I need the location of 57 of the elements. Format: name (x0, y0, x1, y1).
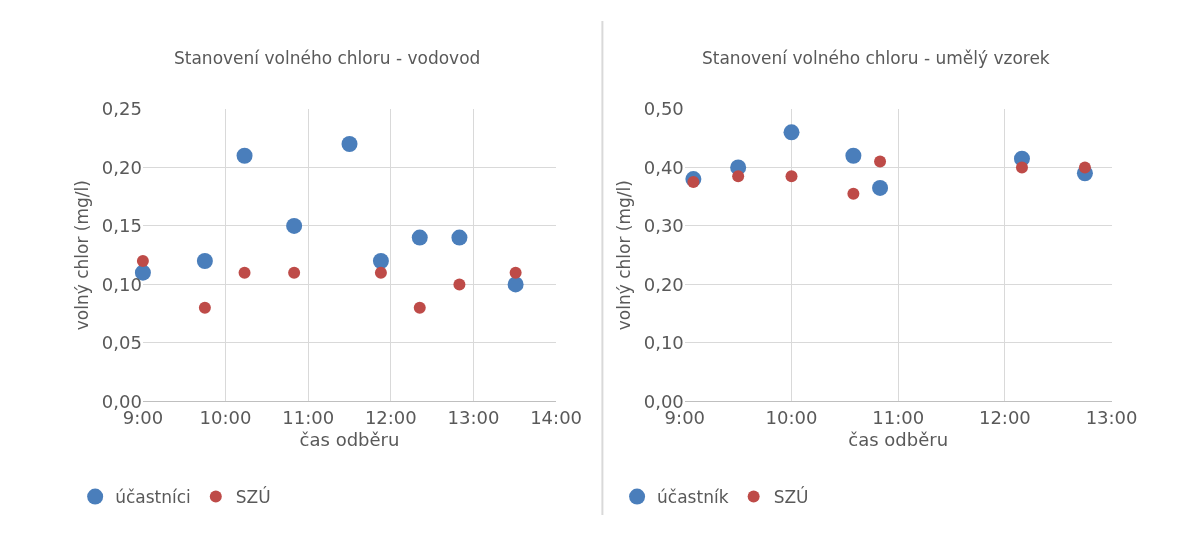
x-tick-label: 11:00 (872, 406, 925, 428)
point (286, 217, 303, 234)
point (847, 187, 860, 200)
x-tick-label: 10:00 (199, 406, 252, 428)
chart-title: Stanovení volného chloru - umělý vzorek (702, 48, 1050, 68)
y-tick-label: 0,20 (643, 273, 684, 295)
point (874, 155, 887, 168)
chart-title: Stanovení volného chloru - vodovod (174, 48, 481, 68)
x-tick-label: 12:00 (978, 406, 1031, 428)
y-tick-label: 0,10 (101, 273, 142, 295)
point (687, 176, 700, 189)
y-tick-label: 0,40 (643, 156, 684, 178)
point (196, 253, 213, 269)
x-tick-label: 13:00 (447, 406, 500, 428)
point (413, 301, 426, 314)
point (1078, 161, 1091, 174)
point (785, 170, 798, 183)
y-tick-label: 0,15 (101, 215, 142, 237)
legend-label: SZÚ (773, 486, 809, 508)
x-tick-label: 13:00 (1085, 406, 1138, 428)
x-axis-title: čas odběru (848, 429, 949, 451)
y-tick-label: 0,00 (643, 390, 684, 412)
point (872, 179, 889, 196)
x-tick-label: 11:00 (282, 406, 335, 428)
y-axis-title: volný chlor (mg/l) (614, 180, 635, 331)
point (783, 124, 800, 141)
y-tick-label: 0,25 (101, 98, 142, 120)
y-tick-label: 0,30 (643, 215, 684, 237)
point (374, 266, 387, 279)
y-tick-label: 0,10 (643, 332, 684, 354)
y-axis-title: volný chlor (mg/l) (72, 180, 93, 331)
legend-label: účastníci (115, 487, 191, 508)
point (238, 266, 251, 279)
point (341, 136, 358, 153)
y-tick-label: 0,50 (643, 98, 684, 120)
x-axis-title: čas odběru (299, 429, 400, 451)
point (451, 229, 468, 246)
point (236, 147, 253, 164)
legend-label: SZÚ (235, 486, 271, 508)
y-tick-label: 0,05 (101, 332, 142, 354)
point (372, 253, 389, 269)
point (1015, 161, 1028, 174)
y-tick-label: 0,00 (101, 390, 142, 412)
point (136, 255, 149, 267)
x-tick-label: 10:00 (765, 406, 818, 428)
point (509, 266, 522, 279)
legend-label: účastník (657, 487, 729, 508)
point (732, 170, 745, 183)
point (288, 266, 301, 279)
x-tick-label: 12:00 (364, 406, 417, 428)
point (845, 147, 862, 164)
point (453, 278, 466, 291)
point (507, 276, 524, 293)
point (411, 229, 428, 246)
x-tick-label: 14:00 (530, 406, 583, 428)
y-tick-label: 0,20 (101, 156, 142, 178)
point (198, 301, 211, 314)
